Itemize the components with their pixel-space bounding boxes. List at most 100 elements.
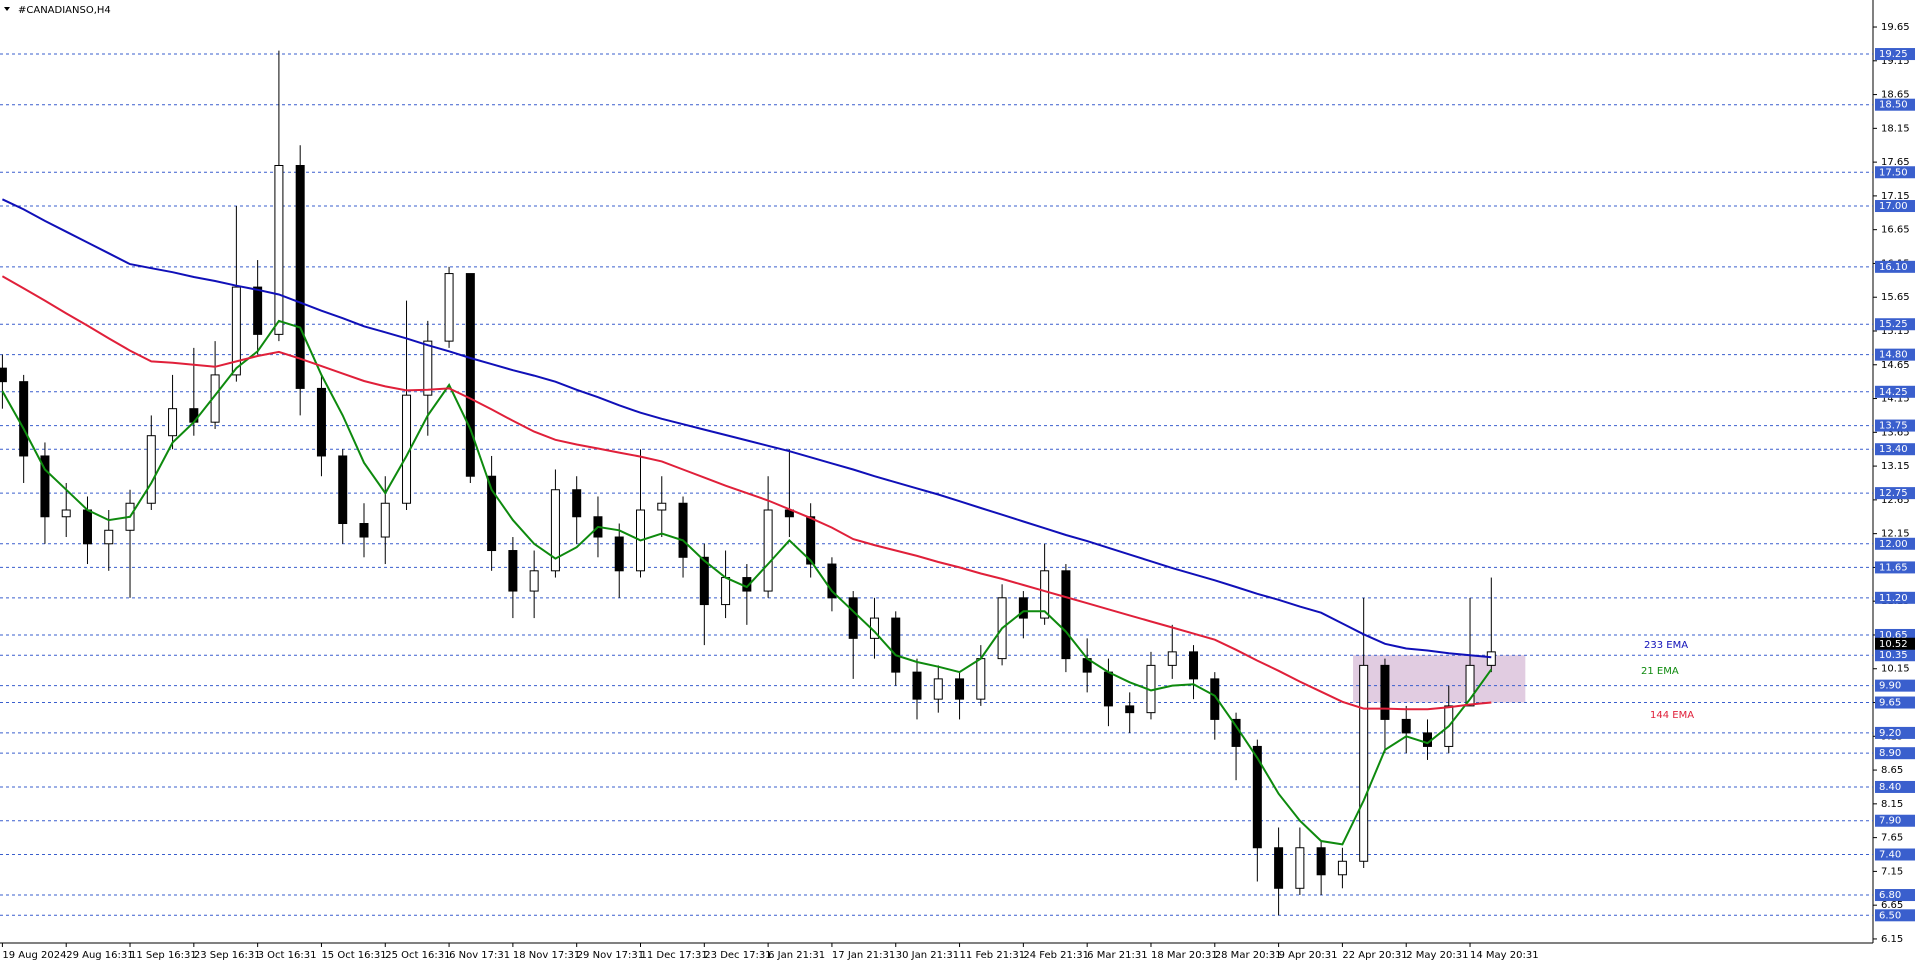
candle-body [1359, 664, 1369, 862]
x-tick-label: 28 Mar 20:31 [1215, 950, 1282, 961]
candle-body [19, 381, 29, 457]
x-tick-label: 22 Apr 20:31 [1342, 950, 1407, 961]
level-label: 18.50 [1879, 100, 1908, 111]
candle-body [444, 273, 454, 342]
candle-body [1167, 651, 1177, 666]
x-tick-label: 6 Nov 17:31 [449, 950, 510, 961]
level-label: 17.50 [1879, 167, 1908, 178]
level-label-box [1875, 260, 1915, 273]
level-label: 9.20 [1879, 728, 1901, 739]
title-icon [4, 7, 10, 11]
y-tick-label: 7.65 [1881, 833, 1903, 844]
level-label: 14.80 [1879, 350, 1908, 361]
price-marker-box [1875, 637, 1915, 650]
candle-body [657, 502, 667, 511]
candle-body [1210, 678, 1220, 720]
y-tick-label: 6.65 [1881, 900, 1903, 911]
x-tick-label: 18 Nov 17:31 [513, 950, 580, 961]
x-tick-label: 15 Oct 16:31 [321, 950, 386, 961]
ema-line [1, 198, 1492, 659]
y-tick-label: 13.15 [1881, 461, 1910, 472]
candle-body [231, 286, 241, 376]
y-tick-label: 17.65 [1881, 157, 1910, 168]
candle-body [0, 367, 7, 383]
candle-body [1486, 651, 1496, 666]
candle-body [912, 671, 922, 700]
level-label: 12.75 [1879, 488, 1908, 499]
x-tick-label: 30 Jan 21:31 [896, 950, 959, 961]
level-label: 12.00 [1879, 539, 1908, 550]
candle-body [168, 408, 178, 437]
candle-body [1401, 718, 1411, 734]
candle-body [1274, 847, 1284, 889]
series-label: 21 EMA [1641, 666, 1679, 677]
ema-line [1, 275, 1492, 711]
level-label-box [1875, 747, 1915, 760]
candle-body [1189, 651, 1199, 680]
level-label: 7.90 [1879, 816, 1901, 827]
level-label: 9.90 [1879, 681, 1901, 692]
candle-body [933, 678, 943, 700]
candle-body [721, 577, 731, 606]
y-tick-label: 12.15 [1881, 529, 1910, 540]
level-label-box [1875, 696, 1915, 709]
level-label-box [1875, 98, 1915, 111]
candle-body [1316, 847, 1326, 876]
candle-body [699, 556, 709, 606]
y-tick-label: 8.15 [1881, 799, 1903, 810]
level-label: 15.25 [1879, 319, 1908, 330]
level-label-box [1875, 537, 1915, 550]
candle-body [572, 489, 582, 518]
y-tick-label: 10.15 [1881, 664, 1910, 675]
level-label: 9.65 [1879, 698, 1901, 709]
candle-body [1252, 745, 1262, 849]
x-tick-label: 3 Oct 16:31 [258, 950, 317, 961]
candle-body [146, 435, 156, 504]
zone [1353, 655, 1526, 703]
level-label-box [1875, 318, 1915, 331]
candle-body [487, 475, 497, 552]
x-tick-label: 17 Jan 21:31 [832, 950, 895, 961]
y-tick-label: 7.15 [1881, 866, 1903, 877]
y-tick-label: 15.15 [1881, 326, 1910, 337]
level-label: 17.00 [1879, 201, 1908, 212]
level-label-box [1875, 726, 1915, 739]
candle-body [359, 523, 369, 538]
level-label: 6.80 [1879, 890, 1901, 901]
x-tick-label: 11 Sep 16:31 [130, 950, 197, 961]
level-label: 8.90 [1879, 748, 1901, 759]
level-label-box [1875, 814, 1915, 827]
candle-body [1337, 860, 1347, 876]
y-tick-label: 15.65 [1881, 292, 1910, 303]
level-label: 11.20 [1879, 593, 1908, 604]
level-label: 16.10 [1879, 262, 1908, 273]
candle-body [550, 489, 560, 572]
candle-body [1465, 664, 1475, 707]
level-label: 14.25 [1879, 387, 1908, 398]
level-label: 10.35 [1879, 650, 1908, 661]
candle-body [380, 502, 390, 538]
x-tick-label: 2 May 20:31 [1406, 950, 1468, 961]
candle-body [423, 340, 433, 396]
candle-body [82, 509, 92, 545]
level-label-box [1875, 487, 1915, 500]
candle-body [1018, 597, 1028, 619]
candle-body [61, 509, 71, 518]
candle-body [1380, 664, 1390, 720]
x-tick-label: 9 Apr 20:31 [1279, 950, 1338, 961]
x-tick-label: 6 Jan 21:31 [768, 950, 825, 961]
level-label-box [1875, 166, 1915, 179]
candle-body [210, 374, 220, 423]
x-tick-label: 6 Mar 21:31 [1087, 950, 1147, 961]
x-tick-label: 24 Feb 21:31 [1023, 950, 1089, 961]
y-tick-label: 17.15 [1881, 191, 1910, 202]
level-label-box [1875, 909, 1915, 922]
level-label-box [1875, 348, 1915, 361]
level-label-box [1875, 780, 1915, 793]
candle-body [763, 509, 773, 592]
candle-body [891, 617, 901, 673]
y-tick-label: 19.65 [1881, 22, 1910, 33]
level-label-box [1875, 591, 1915, 604]
